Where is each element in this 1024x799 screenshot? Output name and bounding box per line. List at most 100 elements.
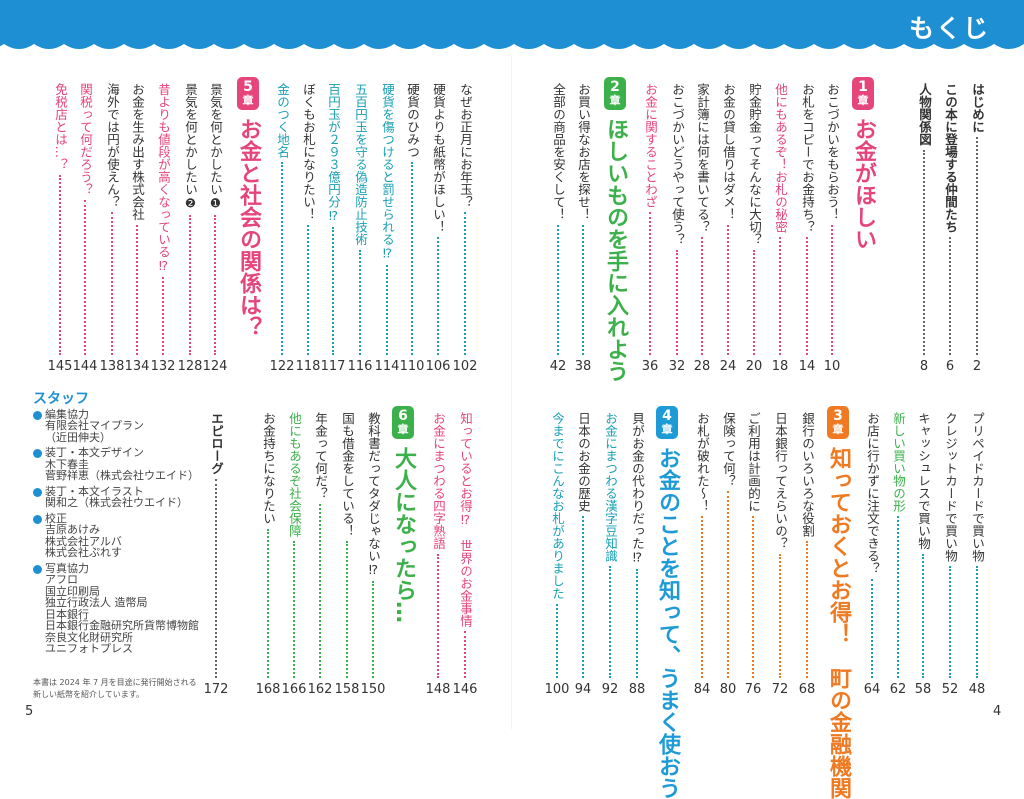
toc-entry[interactable]: 今までにこんなお札がありました xyxy=(547,412,567,678)
toc-entry[interactable]: キャッシュレスで買い物 xyxy=(913,412,933,678)
toc-entry[interactable]: プリペイドカードで買い物 xyxy=(967,412,987,678)
page-fold xyxy=(511,56,512,729)
toc-entry[interactable]: ご利用は計画的に xyxy=(743,412,763,678)
toc-entry[interactable]: お買い得なお店を探せ！ xyxy=(573,83,593,355)
toc-page-number: 106 xyxy=(425,359,451,374)
toc-entry[interactable]: 知っているとお得⁉ 世界のお金事情 xyxy=(455,412,475,678)
toc-entry-title: お金に関することわざ xyxy=(643,83,658,208)
toc-page-number: 100 xyxy=(544,682,570,697)
toc-entry[interactable]: 日本のお金の歴史 xyxy=(573,412,593,678)
toc-entry-title: プリペイドカードで買い物 xyxy=(970,412,985,562)
dotted-leader xyxy=(111,212,113,355)
toc-page-number: 32 xyxy=(668,359,686,374)
toc-entry-title: お金にまつわる漢字豆知識 xyxy=(603,412,618,562)
toc-entry[interactable]: 百円玉が２９３億円分⁉ xyxy=(323,83,343,355)
toc-entry[interactable]: 日本銀行ってえらいの？ xyxy=(770,412,790,678)
toc-entry[interactable]: お金にまつわる漢字豆知識 xyxy=(600,412,620,678)
toc-entry[interactable]: おこづかいどうやって使う？ xyxy=(667,83,687,355)
toc-entry-title: クレジットカードで買い物 xyxy=(943,412,958,562)
dotted-leader xyxy=(871,578,873,678)
toc-entry[interactable]: 海外では円が使えん？ xyxy=(102,83,122,355)
chapter-number: 3 xyxy=(833,408,843,424)
toc-entry[interactable]: 貝がお金の代わりだった⁉ xyxy=(627,412,647,678)
toc-entry-title: 国も借金をしている！ xyxy=(340,412,355,537)
toc-page-number: 38 xyxy=(574,359,592,374)
toc-entry-title: お金持ちになりたい xyxy=(261,412,276,525)
toc-page-number: 84 xyxy=(693,682,711,697)
toc-page-number: 18 xyxy=(771,359,789,374)
toc-entry-title: この本に登場する仲間たち xyxy=(943,83,958,233)
toc-entry-title: お金にまつわる四字熟語 xyxy=(431,412,446,550)
chapter-number: 5 xyxy=(243,79,253,95)
toc-entry-title: お店に行かずに注文できる？ xyxy=(865,412,880,575)
dotted-leader xyxy=(437,237,439,355)
toc-entry[interactable]: 貯金貯金ってそんなに大切？ xyxy=(744,83,764,355)
dotted-leader xyxy=(949,237,951,355)
toc-entry[interactable]: お店に行かずに注文できる？ xyxy=(862,412,882,678)
dotted-leader xyxy=(214,214,216,355)
page-number-right: 4 xyxy=(993,704,1002,719)
toc-entry[interactable]: ぼくもお札になりたい！ xyxy=(298,83,318,355)
toc-page-number: 122 xyxy=(269,359,295,374)
toc-entry[interactable]: お札が破れた～！ xyxy=(692,412,712,678)
chapter-label: 章 xyxy=(857,94,869,107)
toc-entry[interactable]: 五百円玉を守る偽造防止技術 xyxy=(350,83,370,355)
toc-entry[interactable]: 景気を何とかしたい❶ xyxy=(205,83,225,355)
toc-entry[interactable]: クレジットカードで買い物 xyxy=(940,412,960,678)
toc-entry-title: 関税って何だろう？ xyxy=(78,83,93,196)
toc-entry[interactable]: 人物関係図 xyxy=(914,83,934,355)
toc-page-number: 62 xyxy=(889,682,907,697)
dotted-leader xyxy=(136,224,138,355)
toc-entry[interactable]: 金のつく地名 xyxy=(272,83,292,355)
toc-entry[interactable]: 国も借金をしている！ xyxy=(337,412,357,678)
toc-entry[interactable]: 昔よりも値段が高くなっている⁉ xyxy=(153,83,173,355)
chapter-title: お金と社会の関係は？ xyxy=(236,118,261,338)
toc-entry[interactable]: 年金って何だ？ xyxy=(310,412,330,678)
toc-entry[interactable]: 家計簿には何を書いてる？ xyxy=(692,83,712,355)
toc-entry[interactable]: 関税って何だろう？ xyxy=(75,83,95,355)
toc-entry[interactable]: お札をコピーでお金持ち？ xyxy=(797,83,817,355)
toc-entry[interactable]: この本に登場する仲間たち xyxy=(940,83,960,355)
toc-entry[interactable]: 景気を何とかしたい❷ xyxy=(180,83,200,355)
toc-entry[interactable]: お金に関することわざ xyxy=(640,83,660,355)
toc-entry[interactable]: 他にもあるぞ社会保障 xyxy=(284,412,304,678)
toc-entry[interactable]: 他にもあるぞ！お札の秘密 xyxy=(770,83,790,355)
toc-entry[interactable]: お金にまつわる四字熟語 xyxy=(428,412,448,678)
toc-entry[interactable]: お金持ちになりたい xyxy=(258,412,278,678)
toc-entry[interactable]: 硬貨のひみつ xyxy=(402,83,422,355)
dotted-leader xyxy=(779,553,781,678)
toc-entry[interactable]: はじめに xyxy=(967,83,987,355)
toc-entry[interactable]: なぜお正月にお年玉？ xyxy=(455,83,475,355)
toc-page-number: 138 xyxy=(99,359,125,374)
toc-page-number: 162 xyxy=(307,682,333,697)
toc-entry[interactable]: 硬貨よりも紙幣がほしい！ xyxy=(428,83,448,355)
toc-entry-title: 他にもあるぞ社会保障 xyxy=(287,412,302,537)
toc-entry[interactable]: 硬貨を傷つけると罰せられる⁉ xyxy=(377,83,397,355)
toc-entry[interactable]: 銀行のいろいろな役割 xyxy=(797,412,817,678)
toc-page-number: 92 xyxy=(601,682,619,697)
page-title: もくじ xyxy=(908,14,990,43)
toc-entry-title: キャッシュレスで買い物 xyxy=(916,412,931,550)
toc-entry[interactable]: お金の貸し借りはダメ！ xyxy=(718,83,738,355)
toc-entry-title: 日本のお金の歴史 xyxy=(576,412,591,512)
toc-entry[interactable]: お金を生み出す株式会社 xyxy=(127,83,147,355)
staff-credits: スタッフ 編集協力 有限会社マイプラン （近田伸夫） 装丁・本文デザイン 木下春圭 菅野祥… xyxy=(33,392,199,659)
chapter-title: 大人になったら… xyxy=(391,447,416,623)
toc-entry[interactable]: 全部の商品を安くして！ xyxy=(548,83,568,355)
toc-entry[interactable]: 保険って何？ xyxy=(718,412,738,678)
toc-entry[interactable]: 新しい買い物の形 xyxy=(888,412,908,678)
toc-entry[interactable]: 教科書だってタダじゃない⁉ xyxy=(363,412,383,678)
dotted-leader xyxy=(609,566,611,678)
toc-page-number: 10 xyxy=(823,359,841,374)
toc-entry[interactable]: 免税店とは…？ xyxy=(50,83,70,355)
toc-entry[interactable]: エピローグ xyxy=(206,412,226,678)
toc-entry-title: 昔よりも値段が高くなっている⁉ xyxy=(156,83,171,273)
toc-entry[interactable]: おこづかいをもらおう！ xyxy=(822,83,842,355)
staff-role: 校正 xyxy=(33,512,199,525)
toc-entry-title: ご利用は計画的に xyxy=(746,412,761,512)
dotted-leader xyxy=(359,249,361,355)
chapter-number: 4 xyxy=(662,408,672,424)
toc-entry-title: 海外では円が使えん？ xyxy=(105,83,120,208)
dotted-leader xyxy=(897,516,899,678)
